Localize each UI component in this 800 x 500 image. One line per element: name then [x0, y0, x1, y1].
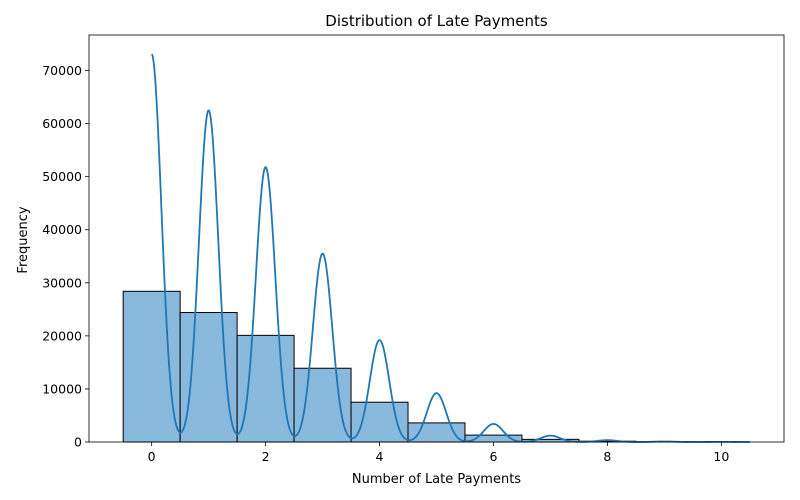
y-tick-label: 50000 [42, 169, 82, 184]
x-tick-label: 10 [713, 449, 729, 464]
y-tick-label: 30000 [42, 275, 82, 290]
x-axis: 0 2 4 6 8 10 [148, 442, 729, 464]
histogram-bar [350, 401, 409, 443]
plot-frame [88, 34, 785, 443]
y-tick-label: 70000 [42, 63, 82, 78]
histogram-bar [236, 334, 295, 443]
x-tick-label: 6 [489, 449, 497, 464]
histogram-bar [293, 367, 352, 443]
histogram-bar [179, 312, 238, 443]
x-tick-label: 4 [376, 449, 384, 464]
y-tick-label: 40000 [42, 222, 82, 237]
histogram-bar [407, 422, 466, 443]
y-axis-title: Frequency [16, 206, 31, 273]
y-tick-label: 10000 [42, 381, 82, 396]
x-tick-label: 0 [148, 449, 156, 464]
histogram-bars [122, 290, 751, 443]
histogram-bar [464, 434, 523, 443]
y-tick-label: 60000 [42, 116, 82, 131]
x-tick-label: 2 [262, 449, 270, 464]
y-tick-label: 0 [74, 435, 82, 450]
y-tick-label: 20000 [42, 328, 82, 343]
x-axis-title: Number of Late Payments [352, 472, 521, 487]
x-tick-label: 8 [603, 449, 611, 464]
y-axis: 0 10000 20000 30000 40000 50000 60000 70000 [42, 63, 89, 450]
histogram-bar [122, 290, 181, 443]
chart-title: Distribution of Late Payments [325, 12, 548, 30]
